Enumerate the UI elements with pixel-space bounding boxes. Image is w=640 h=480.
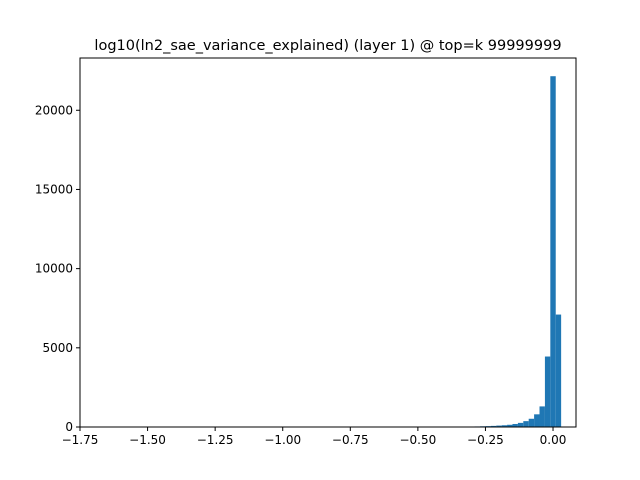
histogram-bar-7 [507,424,513,427]
histogram-bar-5 [496,425,502,427]
histogram-bar-4 [490,425,497,427]
x-tick-label: −0.25 [467,433,504,447]
x-tick-label: −1.25 [197,433,234,447]
x-axis-ticks: −1.75 −1.50 −1.25 −1.00 −0.75 −0.50 −0.25 0.00 [62,427,567,447]
x-tick-label: −1.75 [62,433,99,447]
histogram-bar-6 [501,425,508,427]
histogram-bar-12 [534,414,540,427]
histogram-bar-14 [544,356,551,427]
x-tick-label: −1.00 [264,433,301,447]
histogram-bar-13 [539,406,545,427]
histogram-bar-8 [512,423,518,427]
histogram-bar-10 [523,421,529,427]
x-tick-label: −0.75 [332,433,369,447]
x-tick-label: −0.50 [399,433,436,447]
histogram-bars [469,76,562,427]
histogram-bar-9 [517,422,524,427]
histogram-bar-11 [528,418,535,427]
y-tick-label: 0 [65,420,73,434]
x-tick-label: 0.00 [540,433,567,447]
histogram-bar-15 [550,76,556,427]
y-axis-ticks: 0 5000 10000 15000 20000 [35,103,80,434]
y-tick-label: 10000 [35,262,73,276]
histogram-bar-16 [555,314,562,427]
axes-frame [79,57,577,428]
chart-title: log10(ln2_sae_variance_explained) (layer… [94,38,561,54]
y-tick-label: 15000 [35,182,73,196]
y-tick-label: 20000 [35,103,73,117]
y-tick-label: 5000 [42,341,73,355]
x-tick-label: −1.50 [129,433,166,447]
